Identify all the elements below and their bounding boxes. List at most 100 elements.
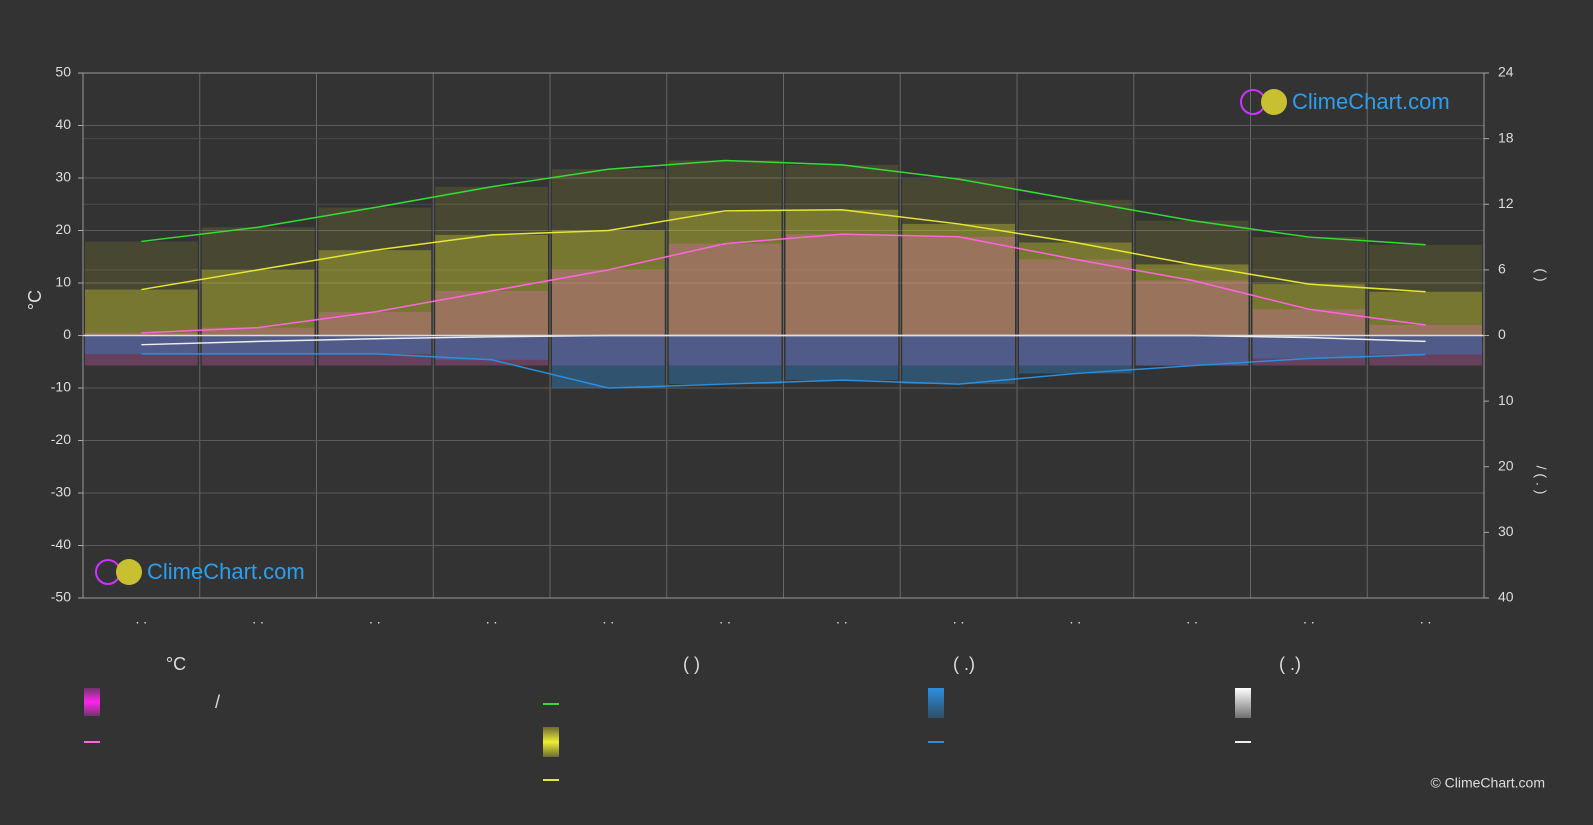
precipitation-bar bbox=[668, 335, 782, 385]
precipitation-bar bbox=[785, 335, 899, 381]
sunshine-bar bbox=[1019, 242, 1132, 336]
daylight-bar bbox=[785, 164, 899, 336]
y-tick-label: 50 bbox=[55, 64, 71, 80]
precipitation-bar bbox=[552, 335, 665, 388]
x-tick-label: . . bbox=[603, 611, 615, 627]
y2-tick-label: 6 bbox=[1498, 261, 1506, 277]
sunshine-bar bbox=[1369, 291, 1482, 336]
legend-header: ( .) bbox=[953, 654, 975, 674]
y2-tick-label: 18 bbox=[1498, 129, 1514, 145]
x-tick-label: . . bbox=[1420, 611, 1432, 627]
daylight-line bbox=[141, 159, 1426, 246]
daylight-bar bbox=[902, 179, 1015, 336]
daylight-bar bbox=[1019, 199, 1132, 336]
sunshine-bar bbox=[552, 230, 665, 336]
daylight-bar bbox=[435, 186, 548, 336]
temperature-bar bbox=[85, 332, 198, 366]
right-axis-label: ( ) bbox=[1533, 268, 1549, 281]
temperature-bar bbox=[201, 327, 315, 366]
temperature-bar bbox=[1135, 280, 1249, 366]
daylight-bar bbox=[318, 207, 432, 336]
sunshine-bar bbox=[435, 234, 548, 336]
x-tick-label: . . bbox=[136, 611, 148, 627]
y3-tick-label: 30 bbox=[1498, 523, 1514, 539]
y-tick-label: 0 bbox=[63, 326, 71, 342]
precipitation-bar bbox=[435, 335, 548, 360]
temperature-bar bbox=[435, 290, 548, 366]
precipitation-bar bbox=[1252, 335, 1366, 359]
daylight-bar bbox=[1135, 220, 1249, 336]
temperature-bar bbox=[1019, 259, 1132, 366]
x-tick-label: . . bbox=[1070, 611, 1082, 627]
sunshine-bar bbox=[1135, 264, 1249, 336]
precipitation-bar bbox=[201, 335, 315, 354]
y3-tick-label: 10 bbox=[1498, 392, 1514, 408]
y-tick-label: 20 bbox=[55, 221, 71, 237]
right-axis-label: / ( . ) bbox=[1533, 466, 1549, 495]
temperature-bar bbox=[785, 234, 899, 366]
y-tick-label: -50 bbox=[51, 589, 71, 605]
legend-header: ( ) bbox=[683, 654, 700, 674]
plot bbox=[82, 72, 1485, 599]
y-tick-label: 40 bbox=[55, 116, 71, 132]
y2-tick-label: 12 bbox=[1498, 195, 1514, 211]
precipitation-bar bbox=[1019, 335, 1132, 374]
legend-swatch bbox=[84, 688, 100, 716]
sunshine-line bbox=[141, 208, 1426, 293]
y2-tick-label: 0 bbox=[1498, 326, 1506, 342]
temperature-bar bbox=[902, 236, 1015, 366]
precipitation-line bbox=[141, 353, 1426, 389]
y-tick-label: 30 bbox=[55, 169, 71, 185]
temperature-bar bbox=[552, 269, 665, 366]
x-tick-label: . . bbox=[252, 611, 264, 627]
temperature-bar bbox=[1369, 325, 1482, 366]
daylight-bar bbox=[85, 241, 198, 336]
x-tick-label: . . bbox=[486, 611, 498, 627]
daylight-bar bbox=[201, 227, 315, 336]
daylight-bar bbox=[1369, 244, 1482, 336]
watermark: ClimeChart.com bbox=[147, 559, 305, 584]
copyright: © ClimeChart.com bbox=[1430, 775, 1545, 791]
temperature-bar bbox=[668, 243, 782, 366]
sunshine-bar bbox=[85, 289, 198, 336]
daylight-bar bbox=[552, 169, 665, 336]
legend-header: ( .) bbox=[1279, 654, 1301, 674]
y-tick-label: -30 bbox=[51, 484, 71, 500]
sunshine-bar bbox=[668, 210, 782, 336]
legend-swatch bbox=[1235, 688, 1251, 718]
legend-swatch bbox=[928, 688, 944, 718]
logo: ClimeChart.com bbox=[95, 559, 305, 585]
watermark: ClimeChart.com bbox=[1292, 89, 1450, 114]
precipitation-bar bbox=[1369, 335, 1482, 355]
x-tick-label: . . bbox=[836, 611, 848, 627]
x-tick-label: . . bbox=[1186, 611, 1198, 627]
daylight-bar bbox=[668, 160, 782, 336]
precipitation-bar bbox=[1135, 335, 1249, 366]
y3-tick-label: 40 bbox=[1498, 589, 1514, 605]
y3-tick-label: 20 bbox=[1498, 457, 1514, 473]
y-tick-label: -10 bbox=[51, 379, 71, 395]
y-tick-label: -20 bbox=[51, 431, 71, 447]
logo: ClimeChart.com bbox=[1240, 89, 1450, 115]
sunshine-bar bbox=[201, 269, 315, 336]
legend-header: °C bbox=[166, 654, 186, 674]
y2-tick-label: 24 bbox=[1498, 64, 1514, 80]
x-tick-label: . . bbox=[369, 611, 381, 627]
temperature-line bbox=[141, 233, 1426, 334]
sunshine-bar bbox=[785, 209, 899, 336]
x-tick-label: . . bbox=[719, 611, 731, 627]
y-tick-label: 10 bbox=[55, 274, 71, 290]
y-axis-label: °C bbox=[25, 290, 45, 310]
legend-text: / bbox=[215, 692, 220, 712]
legend bbox=[84, 703, 1251, 781]
sunshine-bar bbox=[902, 223, 1015, 336]
precipitation-bar bbox=[902, 335, 1015, 385]
x-tick-label: . . bbox=[1303, 611, 1315, 627]
y-tick-label: -40 bbox=[51, 536, 71, 552]
sunshine-bar bbox=[318, 250, 432, 336]
x-tick-label: . . bbox=[953, 611, 965, 627]
legend-swatch bbox=[543, 727, 559, 757]
logo-sun bbox=[1261, 89, 1287, 115]
logo-sun bbox=[116, 559, 142, 585]
